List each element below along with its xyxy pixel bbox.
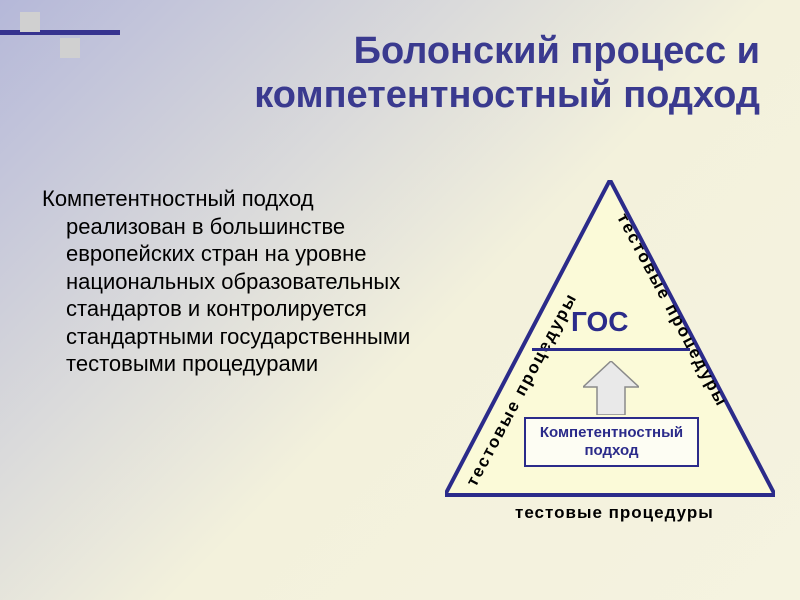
- body-paragraph: Компетентностный подход реализован в бол…: [42, 185, 422, 378]
- comp-box-line2: подход: [584, 442, 638, 459]
- deco-bar: [0, 30, 120, 35]
- competency-box: Компетентностный подход: [524, 417, 699, 467]
- up-arrow-icon: [583, 361, 639, 415]
- deco-square: [60, 38, 80, 58]
- triangle-divider: [532, 348, 690, 351]
- pyramid-diagram: тестовые процедуры тестовые процедуры те…: [445, 180, 775, 560]
- body-text-content: Компетентностный подход реализован в бол…: [42, 185, 422, 378]
- apex-label: ГОС: [571, 306, 629, 338]
- corner-decoration: [0, 0, 120, 60]
- deco-square: [20, 12, 40, 32]
- edge-label-bottom: тестовые процедуры: [515, 503, 714, 523]
- slide-title: Болонский процесс и компетентностный под…: [140, 30, 760, 117]
- comp-box-line1: Компетентностный: [540, 424, 683, 441]
